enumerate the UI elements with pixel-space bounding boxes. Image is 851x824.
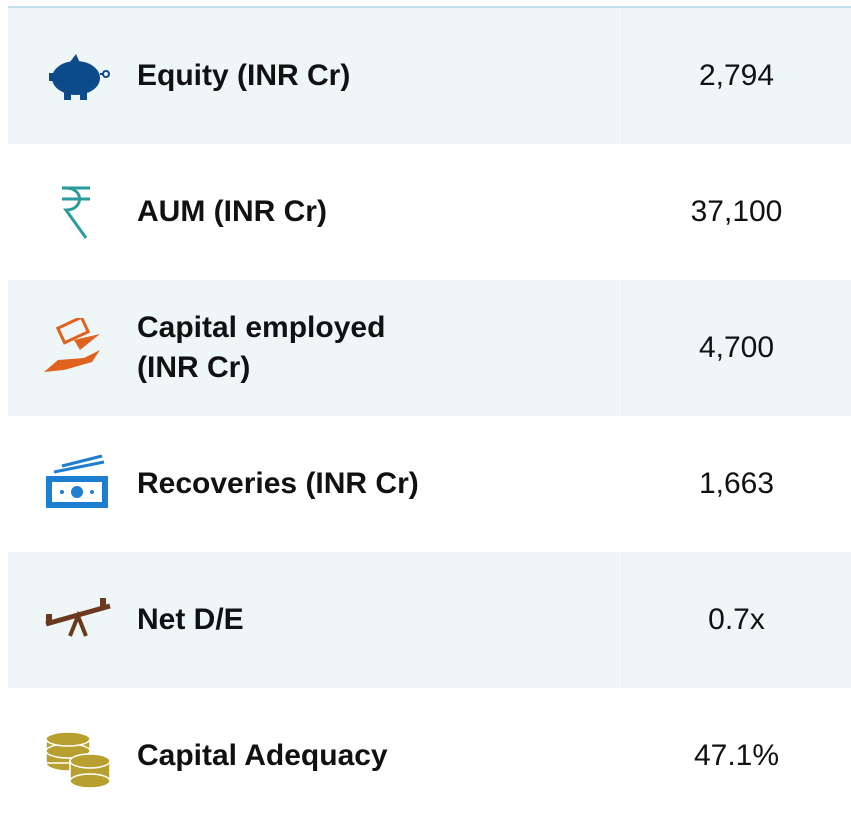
- hand-money-icon: [44, 318, 100, 372]
- row-label: Capital Adequacy: [137, 688, 388, 824]
- label-line: Capital employed: [137, 311, 386, 344]
- row-label: Recoveries (INR Cr): [137, 416, 419, 552]
- row-label: Equity (INR Cr): [137, 8, 350, 144]
- row: Capital employed (INR Cr) 4,700: [8, 280, 851, 416]
- row-value: 1,663: [698, 467, 775, 500]
- row: AUM (INR Cr) 37,100: [8, 144, 851, 280]
- row-label: Net D/E: [137, 552, 244, 688]
- row: Net D/E 0.7x: [8, 552, 851, 688]
- row-label: AUM (INR Cr): [137, 144, 327, 280]
- rupee-icon: [62, 186, 90, 239]
- label-line: (INR Cr): [137, 351, 251, 384]
- seesaw-icon: [45, 598, 111, 637]
- row: Capital Adequacy 47.1%: [8, 688, 851, 824]
- cash-icon: [46, 454, 108, 508]
- row-label: Capital employed (INR Cr): [137, 280, 385, 416]
- divider: [622, 280, 623, 416]
- row-value: 0.7x: [708, 603, 765, 636]
- piggy-bank-icon: [49, 54, 110, 100]
- label-line: Net D/E: [137, 603, 244, 636]
- coins-icon: [45, 731, 111, 788]
- label-line: Recoveries (INR Cr): [137, 467, 419, 500]
- row-value: 2,794: [698, 59, 775, 92]
- row: Recoveries (INR Cr) 1,663: [8, 416, 851, 552]
- divider: [622, 552, 623, 688]
- divider: [622, 8, 623, 144]
- metrics-table: Equity (INR Cr) 2,794 AUM (INR Cr) 37,10…: [8, 6, 851, 821]
- row-value: 47.1%: [693, 739, 780, 772]
- label-line: AUM (INR Cr): [137, 195, 327, 228]
- row: Equity (INR Cr) 2,794: [8, 8, 851, 144]
- row-value: 37,100: [690, 195, 783, 228]
- row-value: 4,700: [698, 331, 775, 364]
- label-line: Capital Adequacy: [137, 739, 388, 772]
- label-line: Equity (INR Cr): [137, 59, 351, 92]
